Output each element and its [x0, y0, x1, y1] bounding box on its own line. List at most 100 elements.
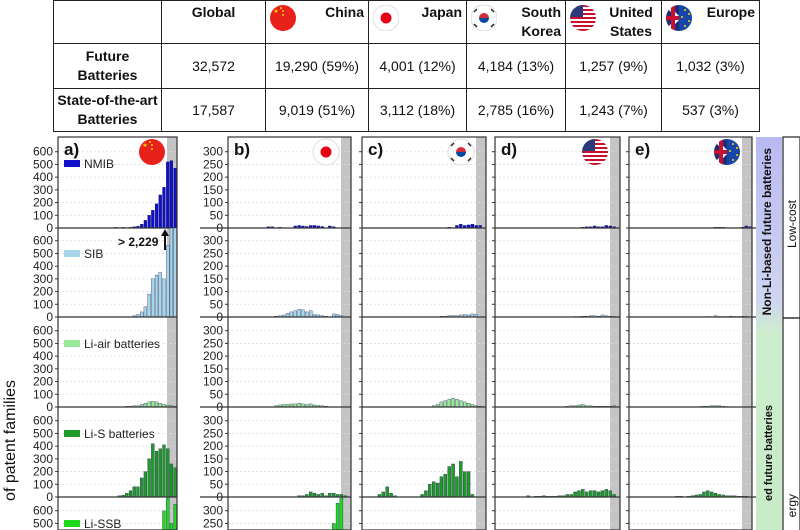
- bar: [169, 463, 174, 498]
- y-tick-label: 400: [33, 259, 53, 273]
- bar: [585, 491, 589, 498]
- bar: [162, 278, 166, 318]
- y-tick-label: 250: [203, 426, 223, 440]
- y-tick-label: 250: [203, 516, 223, 530]
- panel-label: d): [501, 140, 517, 159]
- bar: [166, 245, 170, 318]
- china-flag-icon: [270, 5, 296, 31]
- bar: [385, 486, 389, 498]
- japan-flag-icon: [373, 5, 399, 31]
- table-row: State-of-the-art Batteries 17,587 9,019 …: [53, 88, 760, 132]
- y-tick-label: 600: [33, 234, 53, 248]
- header-global: Global: [161, 0, 266, 44]
- bar: [162, 510, 166, 530]
- y-tick-label: 0: [46, 490, 53, 504]
- header-china: China: [265, 0, 369, 44]
- y-tick-label: 250: [203, 246, 223, 260]
- bar: [439, 401, 444, 408]
- header-label: South Korea: [521, 4, 561, 39]
- row-label: Future Batteries: [53, 43, 162, 89]
- bar: [335, 502, 340, 530]
- bar: [339, 497, 344, 530]
- y-tick-label: 150: [203, 272, 223, 286]
- y-tick-label: 200: [203, 439, 223, 453]
- bar: [173, 504, 177, 530]
- bar: [706, 490, 710, 498]
- cell: 1,032 (3%): [661, 43, 760, 89]
- y-tick-label: 300: [33, 183, 53, 197]
- bar: [459, 400, 463, 408]
- y-tick-label: 150: [203, 452, 223, 466]
- y-tick-label: 400: [33, 349, 53, 363]
- bar: [297, 309, 301, 318]
- panel-frame: [628, 136, 753, 530]
- bar: [169, 160, 174, 229]
- y-tick-label: 600: [33, 414, 53, 428]
- cell: 32,572: [161, 43, 266, 89]
- bar: [147, 401, 151, 408]
- bar: [577, 490, 581, 498]
- bar: [166, 497, 170, 530]
- group-band: [756, 137, 782, 530]
- y-tick-label: 300: [203, 145, 223, 159]
- bar: [147, 458, 151, 498]
- bar: [600, 490, 605, 498]
- legend-swatch: [64, 430, 80, 437]
- bar: [431, 481, 436, 498]
- header-label: China: [325, 4, 364, 20]
- panel-label: e): [635, 140, 650, 159]
- bar: [143, 220, 147, 229]
- korea-flag-icon: [471, 5, 497, 31]
- bar: [158, 272, 162, 318]
- y-tick-label: 600: [33, 145, 53, 159]
- bar: [709, 491, 714, 498]
- y-tick-label: 150: [203, 362, 223, 376]
- y-tick-label: 200: [33, 196, 53, 210]
- bar: [158, 448, 162, 498]
- bar: [305, 311, 309, 318]
- bar: [158, 194, 162, 229]
- y-tick-label: 250: [203, 157, 223, 171]
- bar: [443, 400, 447, 408]
- header-label: Global: [191, 4, 236, 20]
- header-europe: Europe: [661, 0, 760, 44]
- bar: [332, 523, 336, 530]
- group-label-li: ed future batteries: [763, 405, 775, 501]
- bar: [128, 490, 133, 498]
- bar: [140, 311, 144, 318]
- cell: 1,243 (7%): [565, 88, 662, 132]
- y-tick-label: 50: [210, 387, 224, 401]
- y-tick-label: 500: [33, 516, 53, 530]
- cell: 9,019 (51%): [265, 88, 369, 132]
- panel-frame: [494, 136, 621, 530]
- header-south-korea: South Korea: [466, 0, 566, 44]
- y-tick-label: 300: [203, 414, 223, 428]
- bar: [581, 489, 585, 498]
- row-label: State-of-the-art Batteries: [53, 88, 162, 132]
- bar: [154, 401, 159, 408]
- bar: [451, 463, 455, 498]
- y-tick-label: 50: [210, 297, 224, 311]
- panel-label: c): [368, 140, 383, 159]
- cell: 537 (3%): [661, 88, 760, 132]
- recent-years-band: [610, 137, 620, 530]
- cell: 3,112 (18%): [368, 88, 467, 132]
- y-tick-label: 100: [203, 375, 223, 389]
- panel-frame: [227, 136, 352, 530]
- bar: [455, 476, 459, 498]
- bar: [173, 168, 177, 229]
- bar: [573, 491, 577, 498]
- category-label-low-cost: Low-cost: [785, 200, 799, 249]
- legend-swatch: [64, 520, 80, 527]
- bar: [151, 401, 155, 408]
- legend-swatch: [64, 340, 80, 347]
- y-tick-label: 300: [33, 362, 53, 376]
- recent-years-band: [167, 137, 177, 530]
- bar: [151, 443, 155, 498]
- y-tick-label: 300: [33, 272, 53, 286]
- y-tick-label: 300: [203, 234, 223, 248]
- recent-years-band: [341, 137, 351, 530]
- bar: [455, 399, 459, 408]
- cell: 17,587: [161, 88, 266, 132]
- bar: [608, 490, 612, 498]
